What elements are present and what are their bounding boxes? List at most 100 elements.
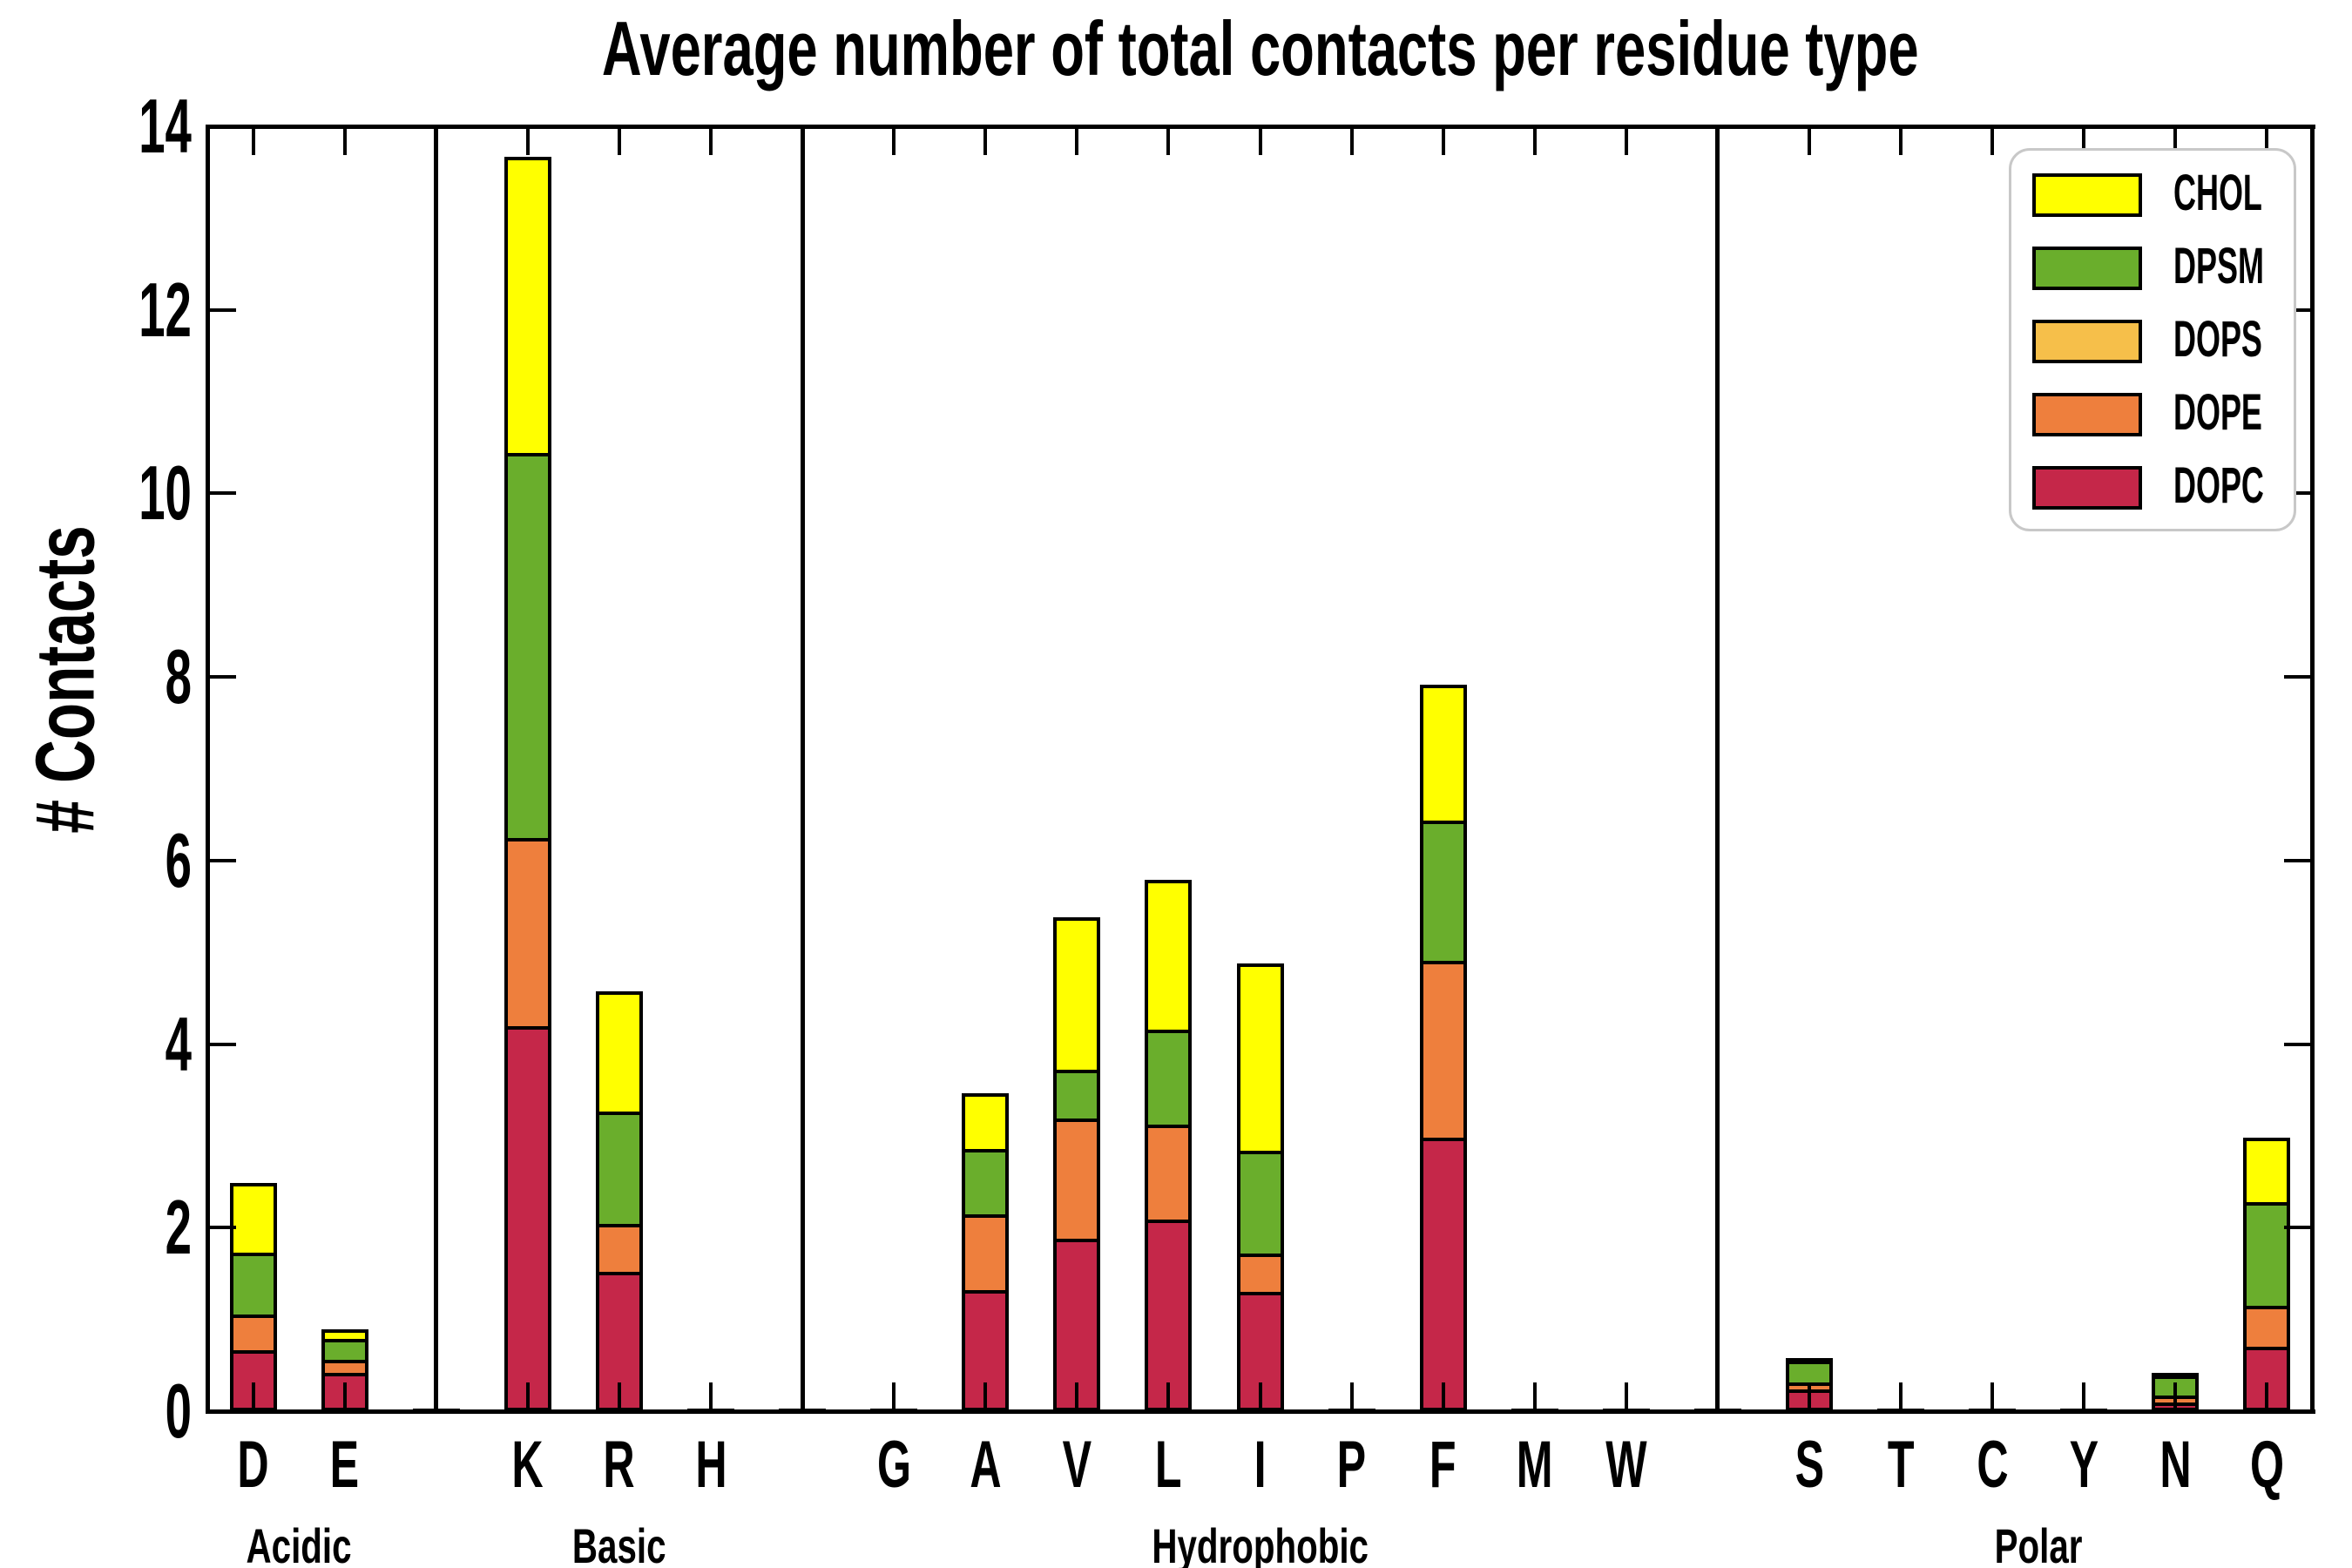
legend-swatch-dope	[2032, 393, 2142, 436]
x-tick-label-text: F	[1429, 1427, 1456, 1502]
y-tick-right-10	[2284, 491, 2310, 496]
bar-segment-divider-Q	[2243, 1305, 2291, 1309]
bar-segment-L-DOPC	[1145, 1220, 1193, 1411]
bar-segment-divider-E	[321, 1360, 368, 1364]
legend-label-text: DPSM	[2173, 237, 2264, 294]
bar-segment-divider-D	[229, 1315, 277, 1319]
x-tick-bottom-D	[251, 1382, 255, 1411]
bar-segment-A-CHOL	[962, 1094, 1010, 1151]
legend-label-chol: CHOL	[2173, 165, 2316, 221]
y-tick-left-12	[210, 308, 236, 312]
y-tick-left-14	[210, 125, 236, 128]
x-tick-top-N	[2173, 126, 2178, 155]
bar-segment-Q-DOPE	[2243, 1307, 2291, 1349]
bar-segment-D-CHOL	[229, 1184, 277, 1254]
x-tick-label-L: L	[1098, 1427, 1238, 1502]
y-tick-label-text: 0	[165, 1368, 192, 1454]
y-tick-label-12: 12	[35, 267, 192, 353]
y-tick-label-text: 12	[139, 266, 192, 353]
x-tick-top-G	[892, 126, 896, 155]
bar-segment-I-DPSM	[1236, 1152, 1284, 1255]
x-tick-top-V	[1075, 126, 1079, 155]
y-tick-left-4	[210, 1042, 236, 1046]
x-tick-label-W: W	[1557, 1427, 1696, 1502]
bar-segment-F-DOPC	[1419, 1139, 1467, 1411]
x-tick-bottom-S	[1808, 1382, 1812, 1411]
y-tick-label-4: 4	[35, 1001, 192, 1087]
y-tick-label-text: 4	[165, 1000, 192, 1087]
bar-segment-divider-L	[1145, 1219, 1193, 1223]
bar-segment-divider-L	[1145, 1029, 1193, 1033]
x-tick-bottom-F	[1441, 1382, 1445, 1411]
x-tick-top-T	[1899, 126, 1903, 155]
y-tick-left-0	[210, 1409, 236, 1413]
x-tick-label-text: Q	[2249, 1427, 2284, 1502]
x-tick-bottom-H	[708, 1382, 713, 1411]
axis-spine-bottom	[206, 1409, 2315, 1414]
bar-segment-divider-K	[504, 837, 551, 841]
x-tick-label-P: P	[1282, 1427, 1422, 1502]
group-label-text: Polar	[1994, 1517, 2083, 1568]
bar-segment-Q-CHOL	[2243, 1139, 2291, 1204]
bar-segment-I-CHOL	[1236, 964, 1284, 1152]
legend-swatch-dops	[2032, 320, 2142, 363]
y-tick-left-8	[210, 675, 236, 679]
x-tick-bottom-W	[1624, 1382, 1628, 1411]
bar-segment-divider-V	[1053, 1239, 1101, 1243]
axis-spine-left	[206, 125, 210, 1413]
x-tick-bottom-M	[1532, 1382, 1537, 1411]
bar-outline-K	[504, 156, 551, 1411]
x-tick-bottom-I	[1258, 1382, 1262, 1411]
y-tick-right-2	[2284, 1226, 2310, 1230]
group-label-text: Acidic	[246, 1517, 352, 1568]
x-tick-label-text: K	[511, 1427, 544, 1502]
x-tick-top-E	[342, 126, 347, 155]
bar-segment-divider-N	[2152, 1375, 2200, 1380]
x-tick-top-R	[617, 126, 621, 155]
bar-segment-A-DOPE	[962, 1215, 1010, 1293]
x-tick-label-T: T	[1831, 1427, 1970, 1502]
y-tick-right-0	[2284, 1409, 2310, 1413]
bar-segment-K-DPSM	[504, 455, 551, 840]
group-divider-line	[434, 126, 439, 1411]
legend-swatch-dpsm	[2032, 247, 2142, 290]
x-tick-label-A: A	[916, 1427, 1055, 1502]
x-tick-label-text: G	[876, 1427, 911, 1502]
x-tick-bottom-T	[1899, 1382, 1903, 1411]
x-tick-top-D	[251, 126, 255, 155]
x-tick-top-W	[1624, 126, 1628, 155]
x-tick-label-text: N	[2159, 1427, 2192, 1502]
x-tick-label-I: I	[1191, 1427, 1330, 1502]
y-tick-right-8	[2284, 675, 2310, 679]
y-tick-label-text: 2	[165, 1184, 192, 1271]
legend-swatch-chol	[2032, 173, 2142, 217]
x-tick-top-K	[525, 126, 530, 155]
bar-segment-K-CHOL	[504, 158, 551, 456]
bar-segment-divider-I	[1236, 1292, 1284, 1296]
x-tick-label-Y: Y	[2014, 1427, 2153, 1502]
bar-segment-divider-V	[1053, 1070, 1101, 1074]
group-label-polar: Polar	[1812, 1517, 2265, 1568]
bar-outline-D	[229, 1182, 277, 1411]
y-tick-label-text: 14	[139, 83, 192, 169]
bar-segment-divider-K	[504, 453, 551, 457]
bar-segment-divider-Q	[2243, 1201, 2291, 1206]
group-label-hydrophobic: Hydrophobic	[1034, 1517, 1487, 1568]
x-tick-label-text: H	[694, 1427, 727, 1502]
group-label-text: Hydrophobic	[1152, 1517, 1369, 1568]
x-tick-top-P	[1349, 126, 1354, 155]
x-tick-bottom-G	[892, 1382, 896, 1411]
bar-segment-divider-D	[229, 1349, 277, 1354]
bar-outline-V	[1053, 917, 1101, 1411]
x-tick-top-C	[1990, 126, 1995, 155]
bar-segment-divider-L	[1145, 1125, 1193, 1129]
x-tick-label-F: F	[1374, 1427, 1513, 1502]
bar-segment-divider-F	[1419, 960, 1467, 964]
x-tick-label-K: K	[458, 1427, 598, 1502]
x-tick-label-text: R	[603, 1427, 635, 1502]
x-tick-top-M	[1532, 126, 1537, 155]
x-tick-top-S	[1808, 126, 1812, 155]
bar-segment-F-DPSM	[1419, 821, 1467, 963]
bar-segment-I-DOPE	[1236, 1254, 1284, 1294]
